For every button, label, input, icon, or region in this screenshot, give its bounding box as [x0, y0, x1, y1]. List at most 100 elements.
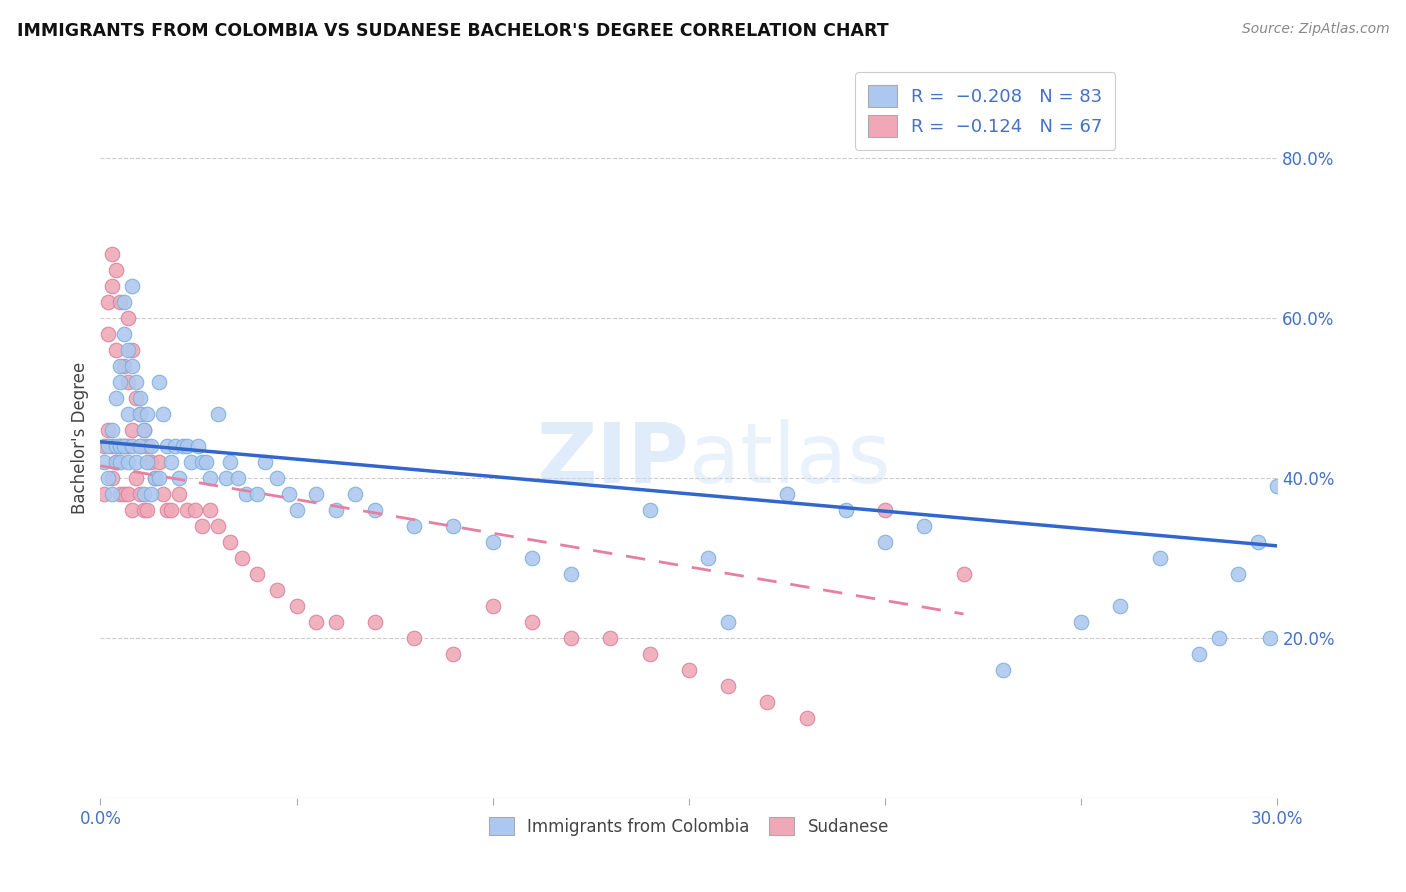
Point [121, 359, 143, 373]
Point [121, 503, 143, 517]
Point [112, 326, 135, 341]
Point [121, 278, 143, 293]
Point [520, 615, 543, 629]
Point [132, 503, 155, 517]
Point [873, 503, 896, 517]
Point [108, 439, 131, 453]
Point [117, 455, 139, 469]
Point [226, 471, 249, 485]
Point [112, 359, 135, 373]
Text: ZIP: ZIP [536, 419, 689, 500]
Point [132, 487, 155, 501]
Point [97, 294, 120, 309]
Point [364, 503, 387, 517]
Point [207, 519, 229, 533]
Point [101, 423, 124, 437]
Point [117, 407, 139, 421]
Point [277, 487, 299, 501]
Point [835, 503, 858, 517]
Point [121, 343, 143, 357]
Point [105, 391, 128, 405]
Point [1247, 535, 1270, 549]
Point [128, 439, 150, 453]
Point [697, 550, 720, 565]
Point [560, 566, 582, 581]
Point [1258, 631, 1281, 645]
Point [235, 487, 257, 501]
Point [1188, 647, 1211, 661]
Point [124, 471, 146, 485]
Point [108, 359, 131, 373]
Point [141, 455, 163, 469]
Point [520, 550, 543, 565]
Point [191, 455, 214, 469]
Point [128, 407, 150, 421]
Point [207, 407, 229, 421]
Point [912, 519, 935, 533]
Point [1208, 631, 1230, 645]
Point [191, 519, 214, 533]
Point [325, 503, 347, 517]
Text: Source: ZipAtlas.com: Source: ZipAtlas.com [1241, 22, 1389, 37]
Point [1109, 599, 1132, 613]
Point [183, 503, 205, 517]
Point [172, 439, 194, 453]
Point [167, 471, 190, 485]
Point [136, 407, 159, 421]
Point [93, 439, 115, 453]
Point [443, 647, 465, 661]
Point [97, 471, 120, 485]
Point [404, 631, 426, 645]
Point [108, 439, 131, 453]
Point [1149, 550, 1171, 565]
Point [717, 679, 740, 693]
Point [160, 503, 183, 517]
Point [141, 439, 163, 453]
Point [180, 455, 202, 469]
Point [678, 663, 700, 677]
Point [991, 663, 1014, 677]
Point [195, 455, 218, 469]
Point [112, 487, 135, 501]
Point [163, 439, 186, 453]
Point [105, 439, 128, 453]
Point [717, 615, 740, 629]
Point [124, 375, 146, 389]
Point [187, 439, 209, 453]
Point [105, 455, 128, 469]
Point [254, 455, 277, 469]
Point [128, 407, 150, 421]
Point [796, 711, 818, 725]
Point [93, 455, 115, 469]
Point [266, 471, 288, 485]
Point [176, 503, 198, 517]
Point [132, 423, 155, 437]
Point [160, 455, 183, 469]
Point [124, 455, 146, 469]
Point [305, 487, 328, 501]
Point [404, 519, 426, 533]
Point [108, 487, 131, 501]
Point [200, 503, 222, 517]
Point [117, 343, 139, 357]
Point [105, 343, 128, 357]
Point [443, 519, 465, 533]
Point [97, 326, 120, 341]
Point [481, 535, 503, 549]
Point [136, 439, 159, 453]
Point [218, 455, 240, 469]
Point [156, 503, 179, 517]
Point [117, 310, 139, 325]
Point [364, 615, 387, 629]
Point [218, 535, 240, 549]
Point [167, 487, 190, 501]
Point [128, 439, 150, 453]
Point [108, 455, 131, 469]
Point [638, 647, 661, 661]
Point [143, 471, 166, 485]
Point [121, 439, 143, 453]
Point [638, 503, 661, 517]
Point [112, 294, 135, 309]
Point [1070, 615, 1092, 629]
Point [152, 407, 174, 421]
